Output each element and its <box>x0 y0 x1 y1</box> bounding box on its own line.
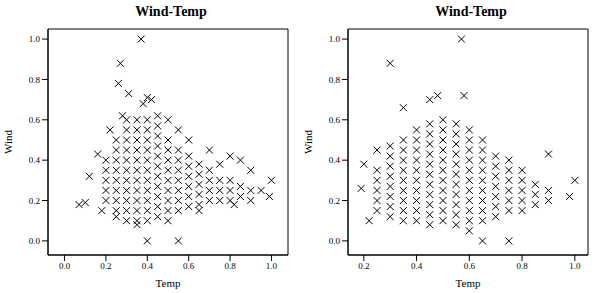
svg-text:Temp: Temp <box>156 277 181 289</box>
svg-text:0.6: 0.6 <box>29 115 41 125</box>
svg-text:0.0: 0.0 <box>59 261 71 271</box>
svg-text:0.6: 0.6 <box>183 261 195 271</box>
svg-text:0.2: 0.2 <box>29 196 40 206</box>
svg-text:1.0: 1.0 <box>29 34 41 44</box>
html-text:Wind-Temp: Wind-Temp <box>135 4 207 19</box>
svg-text:Wind: Wind <box>302 130 314 154</box>
svg-text:0.8: 0.8 <box>516 261 528 271</box>
svg-text:0.2: 0.2 <box>329 196 340 206</box>
svg-text:0.4: 0.4 <box>142 261 154 271</box>
svg-text:0.0: 0.0 <box>329 236 341 246</box>
svg-text:0.8: 0.8 <box>224 261 236 271</box>
svg-text:0.6: 0.6 <box>329 115 341 125</box>
html-text:Wind-Temp: Wind-Temp <box>435 4 507 19</box>
svg-text:0.4: 0.4 <box>411 261 423 271</box>
svg-text:0.4: 0.4 <box>29 155 41 165</box>
svg-text:1.0: 1.0 <box>329 34 341 44</box>
svg-text:0.2: 0.2 <box>100 261 111 271</box>
svg-text:0.4: 0.4 <box>329 155 341 165</box>
svg-text:0.8: 0.8 <box>329 75 341 85</box>
svg-text:0.6: 0.6 <box>464 261 476 271</box>
svg-text:Wind: Wind <box>8 130 14 154</box>
svg-text:0.2: 0.2 <box>358 261 369 271</box>
svg-text:1.0: 1.0 <box>569 261 581 271</box>
svg-text:1.0: 1.0 <box>266 261 278 271</box>
svg-text:0.0: 0.0 <box>29 236 41 246</box>
svg-text:Temp: Temp <box>456 277 481 289</box>
svg-text:0.8: 0.8 <box>29 75 41 85</box>
